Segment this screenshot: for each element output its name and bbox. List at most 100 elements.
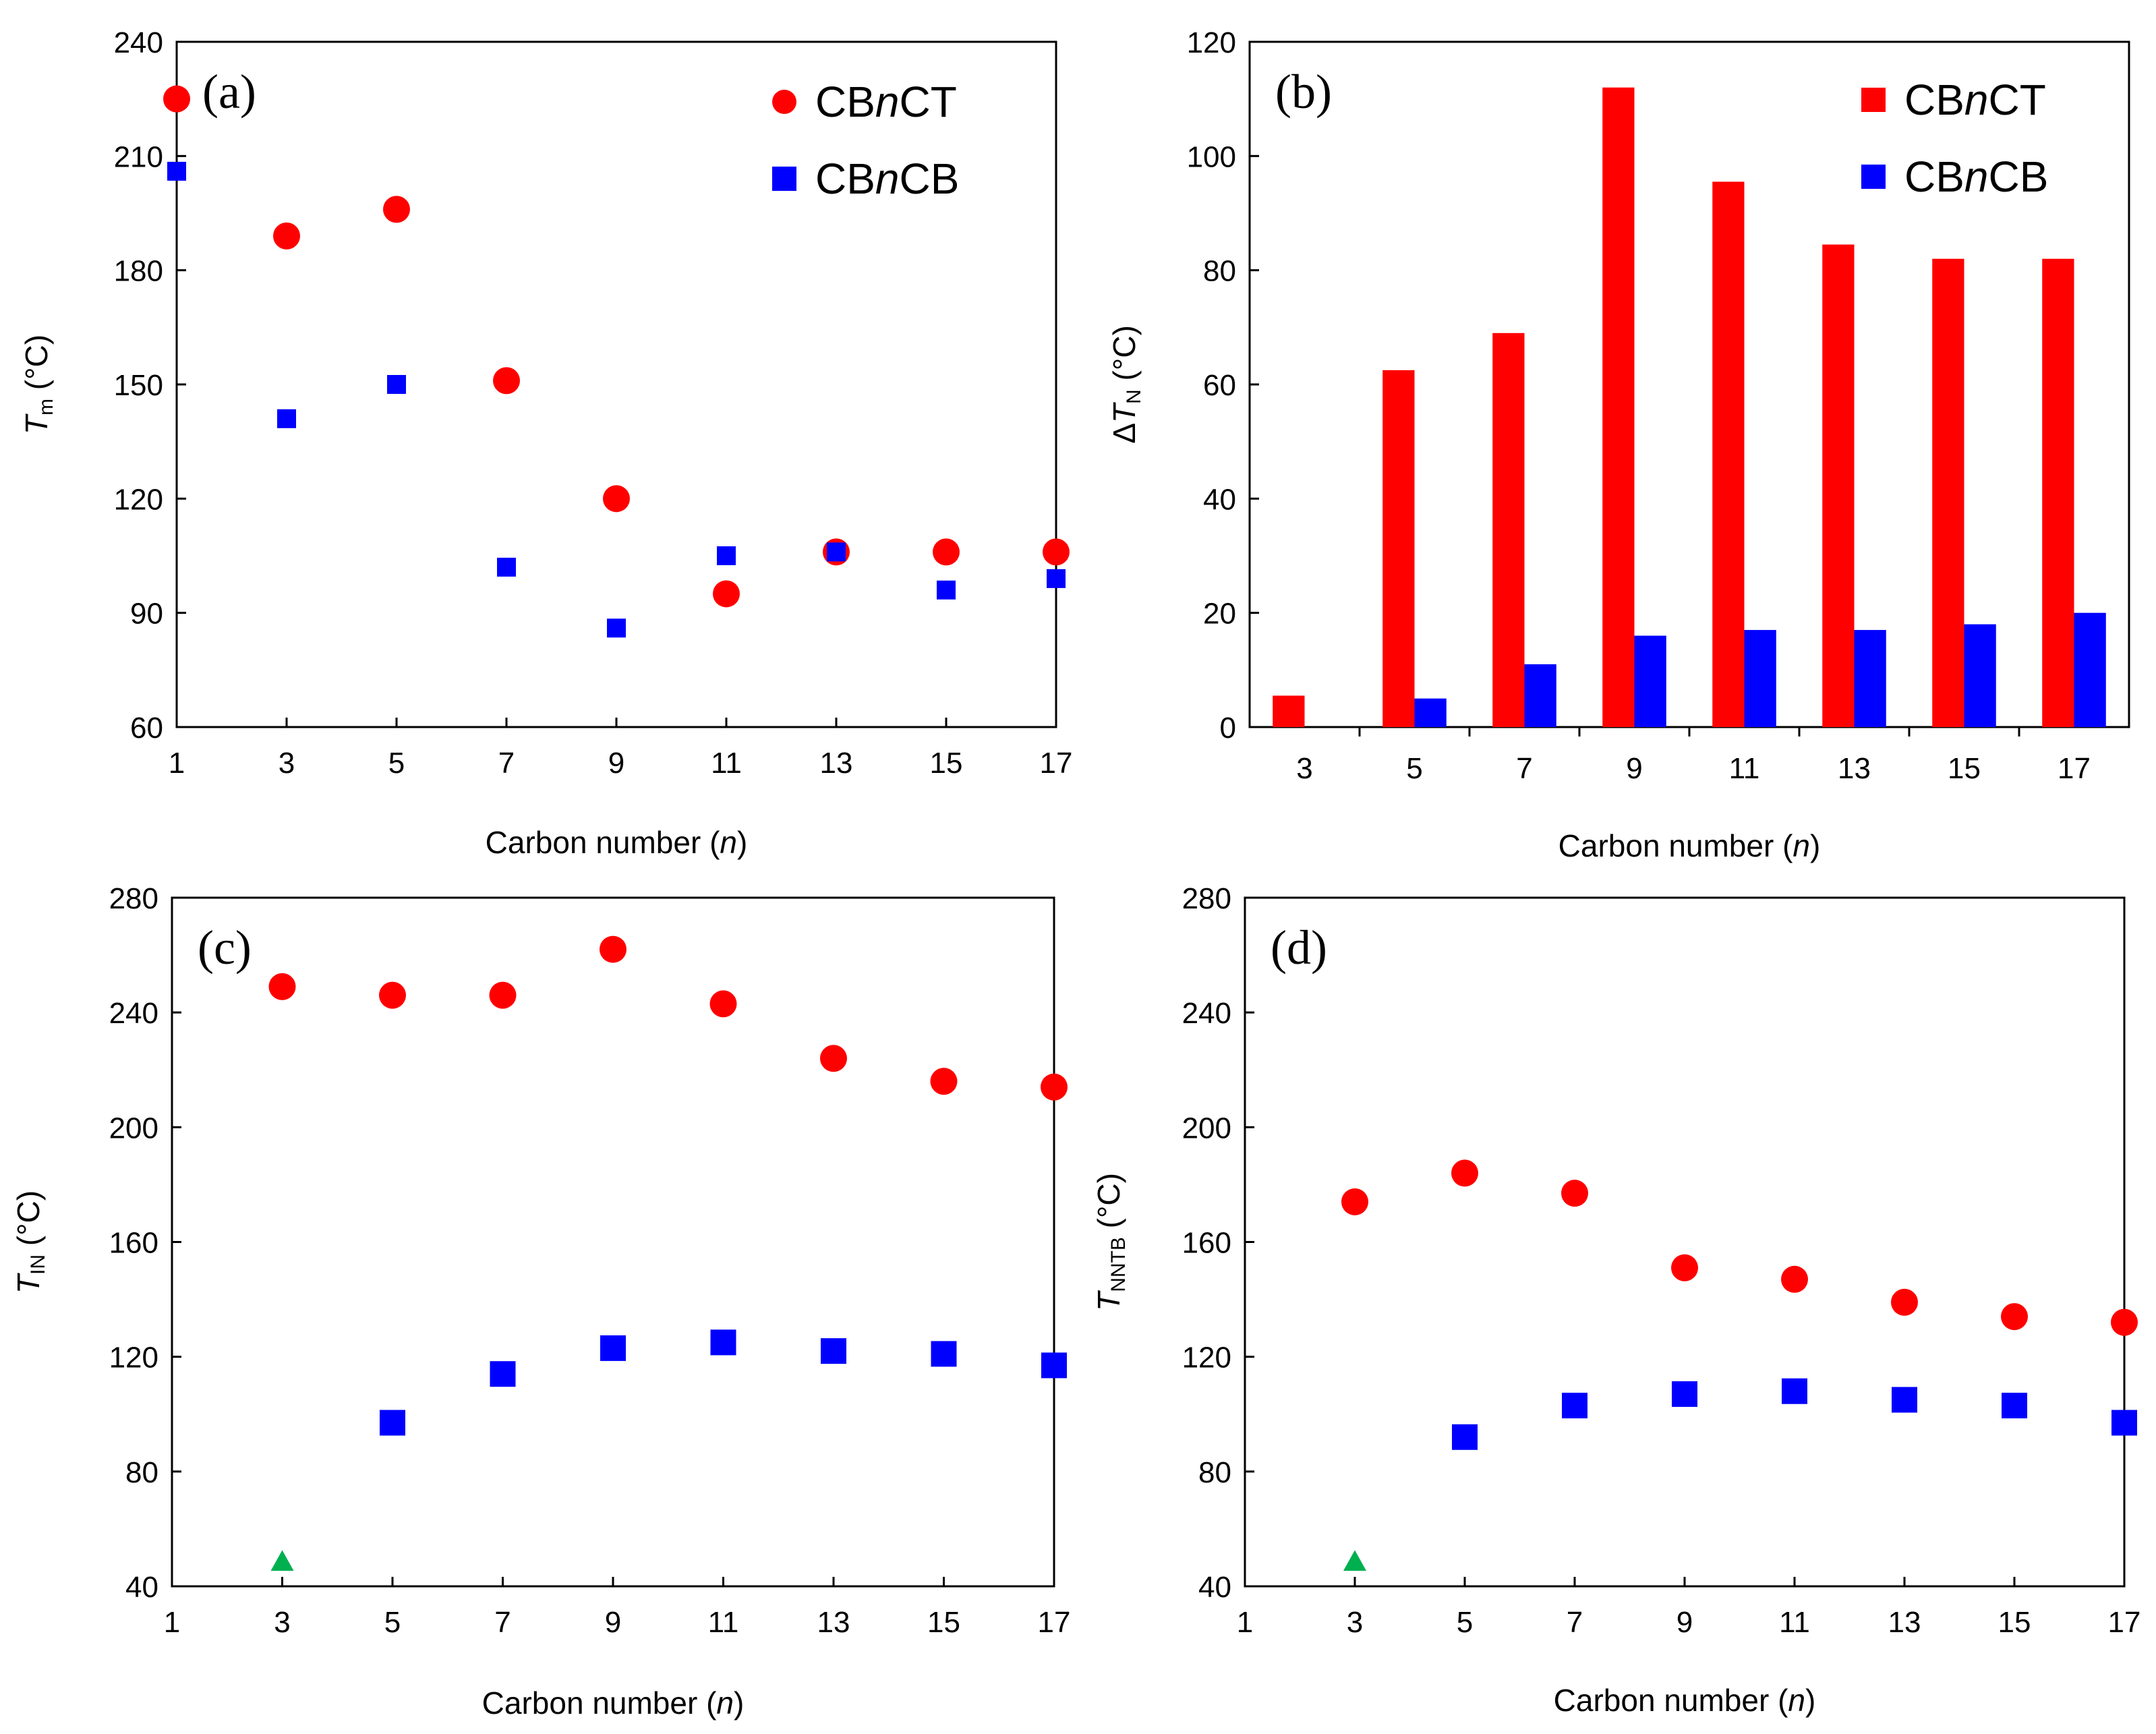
x-tick-label-11: 11 [711, 747, 742, 780]
legend-item-CBnCT: CBnCT [772, 78, 957, 126]
y-tick-label-160: 160 [1182, 1227, 1231, 1260]
plot-frame [1244, 896, 2126, 1588]
x-tick-label-9: 9 [608, 747, 624, 780]
point-CBnCB-n17 [2111, 1410, 2137, 1436]
point-CBnCB-n9 [1672, 1381, 1697, 1407]
point-CBnCT-n9 [603, 485, 630, 513]
point-CBnCT-n11 [709, 990, 737, 1018]
point-CBnCB-n7 [490, 1361, 516, 1387]
x-tick-label-1: 1 [1237, 1606, 1253, 1639]
y-tick-label-40: 40 [1198, 1571, 1231, 1604]
y-tick-label-150: 150 [114, 369, 163, 402]
point-CBnCT-n13 [820, 1045, 847, 1072]
x-tick-label-11: 11 [1729, 752, 1760, 785]
y-tick-label-120: 120 [1182, 1341, 1231, 1375]
point-CBnCT-n15 [2001, 1303, 2028, 1331]
x-tick-label-15: 15 [1948, 752, 1981, 785]
y-tick-label-40: 40 [125, 1571, 158, 1604]
point-CBnCT-n5 [379, 981, 406, 1009]
point-CBnCT-n1 [163, 85, 190, 113]
panel-label: (c) [198, 921, 252, 975]
legend-marker-CBnCT [772, 90, 796, 114]
point-CBnCT-n7 [1561, 1180, 1588, 1207]
y-tick-label-200: 200 [1182, 1111, 1231, 1145]
x-tick-label-7: 7 [1516, 752, 1532, 785]
point-other-n3 [1343, 1550, 1366, 1571]
x-tick-label-3: 3 [274, 1606, 290, 1639]
bar-CBnCT-n13 [1822, 244, 1855, 728]
x-tick-label-9: 9 [605, 1606, 621, 1639]
y-tick-label-160: 160 [109, 1227, 158, 1260]
legend-marker-CBnCT [1861, 88, 1886, 112]
point-CBnCB-n13 [827, 542, 846, 562]
point-CBnCB-n11 [710, 1329, 736, 1356]
x-tick-label-1: 1 [164, 1606, 180, 1639]
y-tick-label-180: 180 [114, 255, 163, 288]
bar-CBnCT-n15 [1932, 258, 1964, 727]
point-CBnCB-n9 [600, 1335, 626, 1361]
point-CBnCT-n7 [489, 981, 517, 1009]
point-CBnCB-n13 [1892, 1387, 1917, 1413]
x-tick-label-11: 11 [1779, 1606, 1810, 1639]
legend: CBnCT CBnCB [1861, 76, 2048, 201]
point-CBnCT-n11 [713, 580, 740, 608]
point-CBnCB-n17 [1041, 1352, 1067, 1379]
x-axis-label: Carbon number (n) [1554, 1683, 1816, 1718]
panel-b: 0 20 40 60 80 100 120 3 5 7 9 11 13 15 17 (b) Carbon num… [1107, 26, 2130, 863]
panel-label: (a) [202, 65, 256, 119]
point-CBnCT-n17 [2111, 1308, 2138, 1336]
y-tick-label-60: 60 [130, 712, 163, 745]
y-tick-label-120: 120 [109, 1341, 158, 1375]
y-axis-label: Tm (°C) [19, 335, 57, 434]
x-tick-label-15: 15 [1998, 1606, 2031, 1639]
series-other [1343, 1550, 1366, 1571]
bar-CBnCT-n7 [1492, 333, 1525, 727]
point-CBnCB-n11 [717, 546, 736, 565]
series-CBnCB [1414, 612, 2106, 727]
x-tick-label-5: 5 [1406, 752, 1422, 785]
point-CBnCB-n7 [497, 557, 516, 577]
series-CBnCB [380, 1329, 1067, 1436]
series-CBnCT [268, 935, 1068, 1101]
y-tick-label-60: 60 [1203, 369, 1236, 402]
y-tick-label-20: 20 [1203, 598, 1236, 631]
y-axis-label: TNNTB (°C) [1091, 1173, 1130, 1311]
x-tick-label-1: 1 [169, 747, 185, 780]
x-tick-label-15: 15 [930, 747, 963, 780]
x-tick-label-5: 5 [388, 747, 405, 780]
point-CBnCB-n13 [821, 1338, 846, 1364]
series-other [270, 1550, 294, 1571]
y-tick-label-240: 240 [109, 997, 158, 1030]
y-tick-label-0: 0 [1220, 712, 1236, 745]
bar-CBnCB-n15 [1964, 624, 1996, 727]
point-CBnCB-n5 [1452, 1424, 1478, 1450]
legend-item-CBnCB: CBnCB [1861, 152, 2048, 201]
panel-label: (d) [1271, 921, 1327, 975]
y-axis-label: ΔTN (°C) [1107, 325, 1145, 444]
series-CBnCB [1452, 1378, 2137, 1450]
point-CBnCT-n15 [930, 1068, 958, 1095]
x-tick-label-17: 17 [1040, 747, 1073, 780]
bar-CBnCB-n13 [1854, 630, 1886, 727]
point-CBnCB-n15 [931, 1341, 957, 1367]
point-CBnCT-n3 [1341, 1188, 1368, 1215]
x-tick-label-3: 3 [1347, 1606, 1363, 1639]
legend-label-CBnCT: CBnCT [815, 78, 957, 126]
y-tick-label-100: 100 [1187, 140, 1236, 173]
x-axis-label: Carbon number (n) [482, 1685, 745, 1721]
bar-CBnCB-n17 [2074, 612, 2106, 727]
point-CBnCB-n5 [387, 375, 406, 394]
x-tick-label-17: 17 [2058, 752, 2091, 785]
point-CBnCB-n15 [937, 580, 956, 600]
x-tick-label-13: 13 [817, 1606, 850, 1639]
point-CBnCT-n11 [1781, 1265, 1808, 1293]
x-tick-label-9: 9 [1626, 752, 1642, 785]
legend-marker-CBnCB [1861, 165, 1886, 189]
series-CBnCB [167, 161, 1066, 638]
point-CBnCB-n9 [607, 618, 626, 638]
x-tick-label-7: 7 [494, 1606, 511, 1639]
point-CBnCB-n5 [380, 1410, 405, 1436]
point-CBnCT-n9 [600, 935, 627, 963]
